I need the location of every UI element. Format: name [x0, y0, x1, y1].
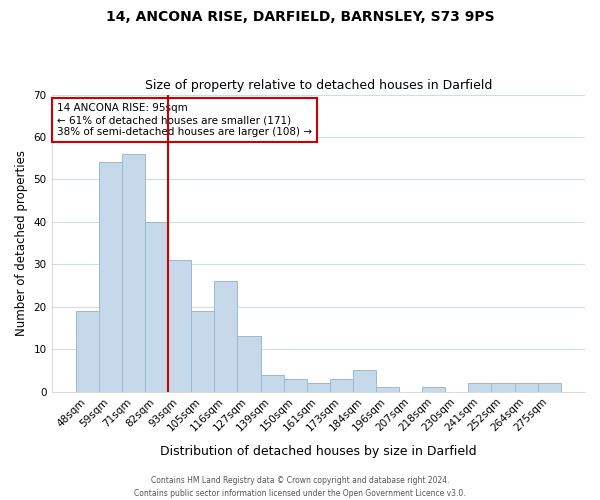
Bar: [145, 222, 168, 392]
Bar: [538, 383, 561, 392]
Bar: [122, 154, 145, 392]
Bar: [191, 311, 214, 392]
Bar: [76, 311, 99, 392]
Bar: [491, 383, 515, 392]
Title: Size of property relative to detached houses in Darfield: Size of property relative to detached ho…: [145, 79, 492, 92]
Bar: [168, 260, 191, 392]
Text: Contains HM Land Registry data © Crown copyright and database right 2024.
Contai: Contains HM Land Registry data © Crown c…: [134, 476, 466, 498]
Bar: [353, 370, 376, 392]
Bar: [99, 162, 122, 392]
Bar: [307, 383, 330, 392]
Bar: [284, 379, 307, 392]
Bar: [238, 336, 260, 392]
Text: 14 ANCONA RISE: 95sqm
← 61% of detached houses are smaller (171)
38% of semi-det: 14 ANCONA RISE: 95sqm ← 61% of detached …: [57, 104, 312, 136]
Bar: [330, 379, 353, 392]
Bar: [515, 383, 538, 392]
Bar: [214, 282, 238, 392]
Bar: [260, 374, 284, 392]
Bar: [422, 388, 445, 392]
Bar: [469, 383, 491, 392]
Bar: [376, 388, 399, 392]
Text: 14, ANCONA RISE, DARFIELD, BARNSLEY, S73 9PS: 14, ANCONA RISE, DARFIELD, BARNSLEY, S73…: [106, 10, 494, 24]
X-axis label: Distribution of detached houses by size in Darfield: Distribution of detached houses by size …: [160, 444, 476, 458]
Y-axis label: Number of detached properties: Number of detached properties: [15, 150, 28, 336]
